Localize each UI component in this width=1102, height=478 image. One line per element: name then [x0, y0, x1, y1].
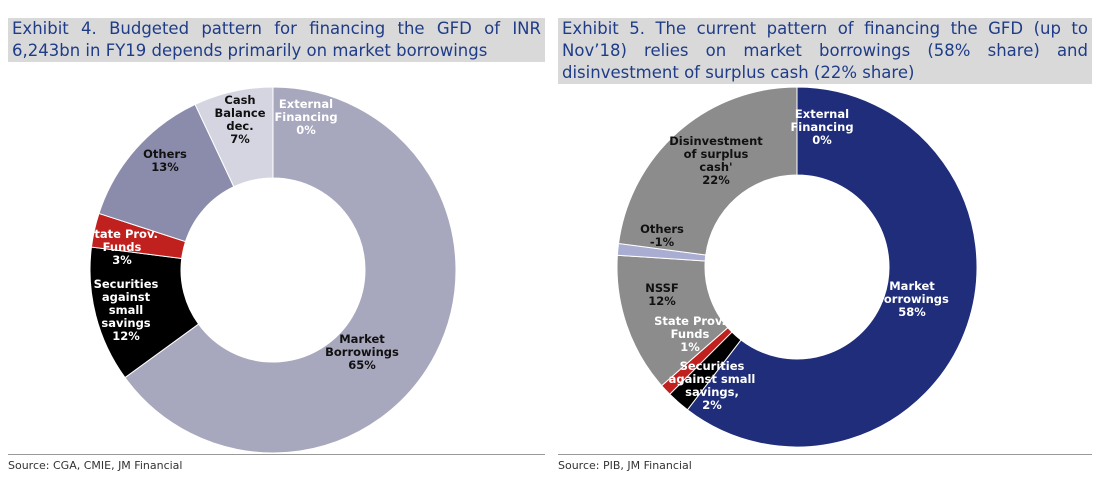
value-label: 1% [680, 340, 700, 354]
slice-label: Cash Balance dec. [214, 93, 265, 133]
slice-label: Others [640, 222, 684, 236]
value-label: 65% [348, 358, 376, 372]
chart-title: Exhibit 4. Budgeted pattern for financin… [8, 18, 545, 62]
value-label: 22% [702, 173, 730, 187]
slice-label: Market Borrowings [325, 332, 399, 359]
slice-label: NSSF [645, 281, 679, 295]
value-label: 0% [812, 133, 832, 147]
value-label: 3% [112, 253, 132, 267]
value-label: 0% [296, 123, 316, 137]
slice-label: State Prov. Funds [654, 314, 726, 341]
value-label: 2% [702, 398, 722, 412]
chart-title: Exhibit 5. The current pattern of financ… [558, 18, 1092, 84]
slice [124, 86, 457, 454]
slice [617, 86, 798, 256]
slice-label: Others [143, 147, 187, 161]
slice-label: Securities against small savings, [669, 359, 756, 399]
source: Source: CGA, CMIE, JM Financial [8, 454, 545, 472]
slice-label: State Prov. Funds [86, 227, 158, 254]
slice-label: External Financing [274, 97, 337, 124]
value-label: 58% [898, 305, 926, 319]
value-label: 13% [151, 160, 179, 174]
slice-label: Disinvestment of surplus cash' [669, 134, 763, 174]
slice [686, 86, 978, 448]
slice-label: Market Borrowings [875, 279, 949, 306]
value-label: 7% [230, 132, 250, 146]
slice-label: External Financing [790, 107, 853, 134]
value-label: 12% [112, 329, 140, 343]
value-label: 12% [648, 294, 676, 308]
value-label: -1% [650, 235, 675, 249]
source: Source: PIB, JM Financial [558, 454, 1092, 472]
slice [194, 86, 274, 188]
slice-label: Securities against small savings [94, 277, 159, 330]
